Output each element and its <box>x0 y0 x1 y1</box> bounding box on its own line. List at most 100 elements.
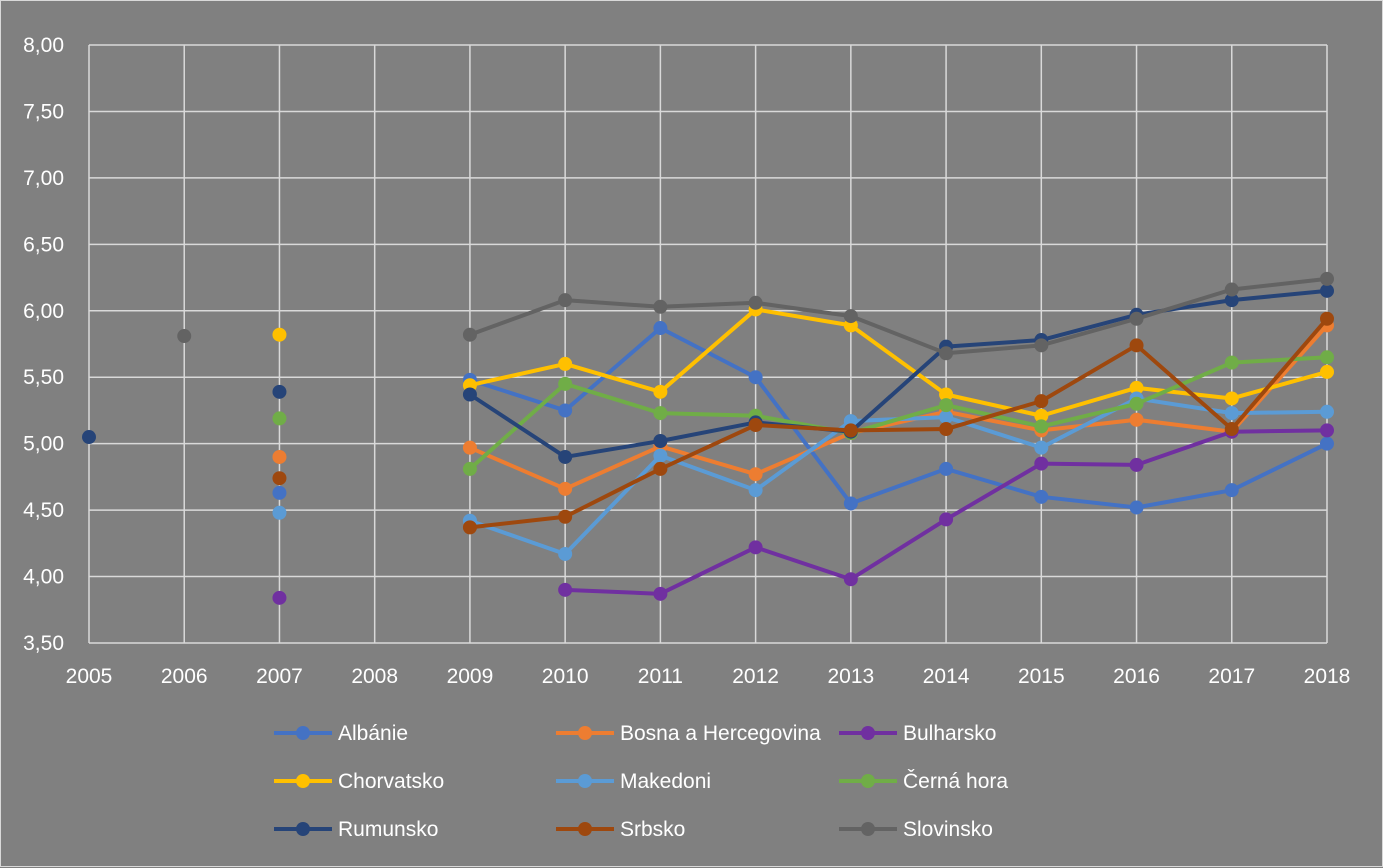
legend-item: Srbsko <box>556 818 685 841</box>
data-point <box>1224 282 1239 297</box>
data-point <box>1224 391 1239 406</box>
legend-item: Rumunsko <box>274 818 438 841</box>
data-point <box>1320 350 1334 365</box>
data-point <box>653 406 668 421</box>
y-tick-label: 4,00 <box>23 566 64 589</box>
data-point <box>653 384 668 399</box>
legend-label: Albánie <box>338 722 408 745</box>
x-tick-label: 2014 <box>923 665 970 688</box>
data-point <box>272 384 287 399</box>
data-point <box>462 461 477 476</box>
data-point <box>558 449 573 464</box>
data-point <box>558 403 573 418</box>
x-tick-label: 2016 <box>1113 665 1160 688</box>
legend-item: Albánie <box>274 722 408 745</box>
data-point <box>939 512 954 527</box>
data-point <box>272 327 287 342</box>
data-point <box>939 410 954 425</box>
data-point <box>653 448 668 463</box>
data-point <box>462 440 477 455</box>
data-point <box>1034 394 1049 409</box>
data-point <box>558 546 573 561</box>
data-point <box>939 398 954 413</box>
data-point <box>462 520 477 535</box>
legend-label: Rumunsko <box>338 818 438 841</box>
data-point <box>558 509 573 524</box>
data-point <box>1034 338 1049 353</box>
x-tick-label: 2013 <box>827 665 874 688</box>
series-line <box>467 323 1329 491</box>
data-point <box>1034 419 1049 434</box>
x-tick-label: 2007 <box>256 665 303 688</box>
data-point <box>1129 338 1144 353</box>
data-point <box>653 321 668 336</box>
x-tick-label: 2012 <box>732 665 779 688</box>
x-tick-label: 2008 <box>351 665 398 688</box>
series-line <box>467 288 1329 459</box>
data-point <box>1129 500 1144 515</box>
data-point <box>272 449 287 464</box>
series-line <box>467 276 1329 356</box>
series-lines <box>82 271 1334 605</box>
x-tick-label: 2005 <box>66 665 113 688</box>
series-6 <box>82 283 1334 464</box>
data-point <box>748 467 763 482</box>
x-tick-label: 2015 <box>1018 665 1065 688</box>
data-point <box>1320 404 1334 419</box>
series-8 <box>177 271 1334 361</box>
legend-label: Bosna a Hercegovina <box>620 722 821 745</box>
legend-marker <box>578 726 592 740</box>
legend: Albánie Bosna a Hercegovina Bulharsko Chorv… <box>274 722 1008 841</box>
axes: 3,50 4,00 4,50 5,00 5,50 6,00 6,50 7,00 7,50 8,00… <box>23 34 1350 688</box>
data-point <box>272 505 287 520</box>
data-point <box>1129 412 1144 427</box>
data-point <box>939 422 954 437</box>
x-tick-label: 2010 <box>542 665 589 688</box>
legend-marker <box>578 822 592 836</box>
legend-label: Slovinsko <box>903 818 993 841</box>
data-point <box>1034 408 1049 423</box>
series-0 <box>272 321 1334 515</box>
series-1 <box>272 318 1334 496</box>
legend-marker <box>861 822 875 836</box>
data-point <box>1320 423 1334 438</box>
data-point <box>558 481 573 496</box>
data-point <box>1224 422 1239 437</box>
legend-label: Makedoni <box>620 770 711 793</box>
data-point <box>1320 364 1334 379</box>
data-point <box>272 471 287 486</box>
data-point <box>1320 271 1334 286</box>
data-point <box>843 309 858 324</box>
legend-item: Chorvatsko <box>274 770 444 793</box>
data-point <box>558 376 573 391</box>
legend-marker <box>296 726 310 740</box>
series-line <box>467 316 1329 530</box>
x-tick-label: 2018 <box>1304 665 1351 688</box>
data-point <box>558 356 573 371</box>
data-point <box>653 434 668 449</box>
data-point <box>272 485 287 500</box>
data-point <box>1224 293 1239 308</box>
series-line <box>467 326 1329 510</box>
data-point <box>843 496 858 511</box>
y-tick-label: 4,50 <box>23 499 64 522</box>
grid <box>88 44 1328 644</box>
x-tick-label: 2011 <box>638 665 683 688</box>
y-tick-label: 6,00 <box>23 300 64 323</box>
series-4 <box>272 391 1334 561</box>
data-point <box>748 418 763 433</box>
legend-label: Bulharsko <box>903 722 996 745</box>
data-point <box>1224 355 1239 370</box>
y-tick-label: 7,00 <box>23 167 64 190</box>
y-tick-label: 5,00 <box>23 433 64 456</box>
data-point <box>177 329 192 344</box>
data-point <box>1320 436 1334 451</box>
data-point <box>1129 380 1144 395</box>
data-point <box>558 582 573 597</box>
x-tick-label: 2009 <box>447 665 494 688</box>
data-point <box>272 411 287 426</box>
data-point <box>843 423 858 438</box>
series-7 <box>272 311 1334 535</box>
data-point <box>939 461 954 476</box>
